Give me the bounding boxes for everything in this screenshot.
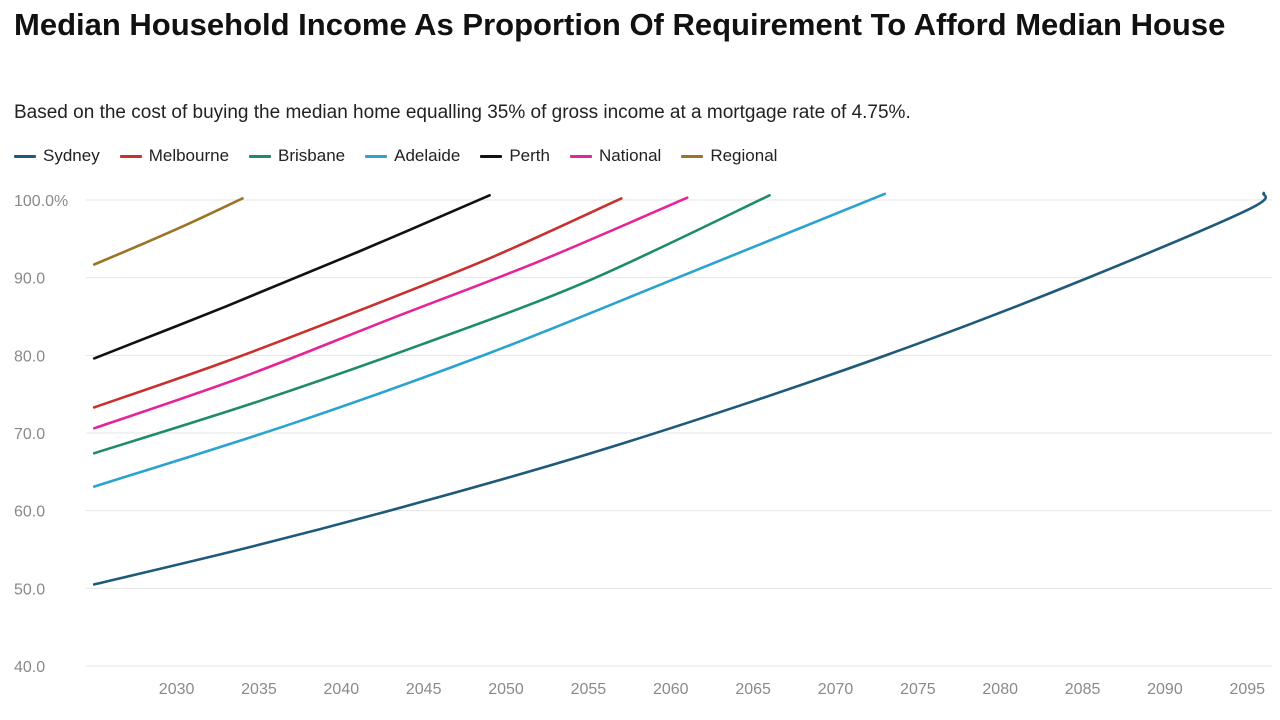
series-line-melbourne: [92, 197, 623, 409]
legend-label-adelaide: Adelaide: [394, 146, 461, 165]
legend-label-brisbane: Brisbane: [278, 146, 346, 165]
series-line-national: [92, 196, 689, 430]
x-tick-label: 2060: [653, 681, 689, 698]
legend-swatch-regional: [681, 154, 704, 158]
legend-swatch-sydney: [14, 154, 36, 158]
legend-item-perth: Perth: [480, 146, 550, 166]
legend-label-regional: Regional: [710, 146, 778, 165]
y-tick-label: 40.0: [14, 659, 45, 676]
legend-item-sydney: Sydney: [14, 146, 100, 166]
x-tick-label: 2070: [818, 681, 854, 698]
series-line-regional: [92, 197, 244, 266]
legend-item-adelaide: Adelaide: [365, 146, 460, 166]
legend-swatch-national: [569, 154, 592, 158]
legend-label-perth: Perth: [509, 146, 550, 165]
x-tick-label: 2040: [324, 681, 360, 698]
series-line-perth: [92, 194, 491, 360]
y-tick-label: 70.0: [14, 426, 45, 443]
y-tick-label: 90.0: [14, 271, 45, 288]
legend-swatch-adelaide: [365, 154, 388, 158]
chart-subtitle: Based on the cost of buying the median h…: [14, 102, 911, 123]
x-tick-label: 2095: [1229, 681, 1265, 698]
legend-swatch-brisbane: [249, 154, 272, 158]
series-line-adelaide: [92, 192, 887, 488]
x-tick-label: 2075: [900, 681, 936, 698]
x-tick-label: 2055: [571, 681, 607, 698]
line-chart: 40.0 50.0 60.0 70.0 80.0 90.0 100.0% 2030 2035 20…: [14, 191, 1272, 698]
legend-item-national: National: [569, 146, 662, 166]
y-tick-label: 80.0: [14, 348, 45, 365]
series-line-sydney: [92, 191, 1268, 586]
legend-label-melbourne: Melbourne: [148, 146, 230, 165]
x-tick-label: 2085: [1065, 681, 1101, 698]
y-tick-label: 50.0: [14, 581, 45, 598]
y-tick-label: 100.0%: [14, 193, 68, 210]
x-tick-label: 2090: [1147, 681, 1183, 698]
legend-item-brisbane: Brisbane: [249, 146, 345, 166]
chart-legend: Sydney Melbourne Brisbane Adelaide Perth Nati…: [14, 146, 777, 166]
y-tick-label: 60.0: [14, 504, 45, 521]
x-tick-label: 2030: [159, 681, 195, 698]
x-tick-label: 2050: [488, 681, 524, 698]
legend-swatch-perth: [480, 154, 503, 158]
legend-label-national: National: [598, 146, 662, 165]
x-tick-label: 2080: [982, 681, 1018, 698]
chart-title: Median Household Income As Proportion Of…: [14, 7, 1226, 42]
legend-item-regional: Regional: [681, 146, 777, 166]
legend-label-sydney: Sydney: [43, 146, 100, 165]
legend-swatch-melbourne: [119, 154, 142, 158]
x-tick-label: 2065: [735, 681, 771, 698]
x-tick-label: 2045: [406, 681, 442, 698]
x-tick-label: 2035: [241, 681, 277, 698]
series-line-brisbane: [92, 194, 771, 455]
legend-item-melbourne: Melbourne: [119, 146, 230, 166]
